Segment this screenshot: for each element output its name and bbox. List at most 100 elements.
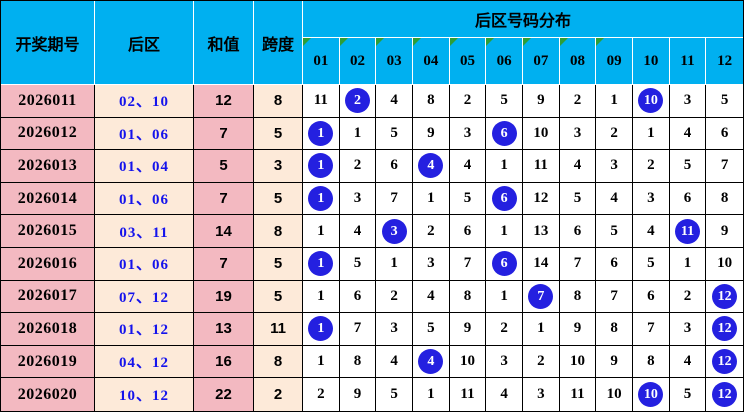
- corner-marker-icon: [559, 38, 568, 46]
- hit-number-circle: 1: [308, 153, 334, 179]
- dist-cell: 9: [706, 215, 743, 248]
- period-cell: 2026019: [1, 345, 95, 379]
- dist-cell-hit: 10: [633, 378, 670, 411]
- dist-cell-hit: 3: [376, 215, 413, 248]
- dist-col-header-label: 10: [643, 52, 659, 69]
- dist-col-header-12: 12: [706, 38, 743, 85]
- dist-cell: 6: [633, 280, 670, 314]
- dist-col-header-label: 06: [496, 52, 512, 69]
- span-cell: 5: [254, 280, 303, 314]
- dist-cell: 1: [303, 280, 340, 314]
- dist-col-header-02: 02: [339, 38, 377, 85]
- dist-cell: 4: [339, 215, 377, 248]
- dist-cell: 6: [669, 182, 707, 216]
- col-header-sum: 和值: [194, 1, 254, 85]
- corner-marker-icon: [303, 38, 311, 46]
- dist-cell: 4: [413, 280, 450, 314]
- hit-number-circle: 12: [712, 382, 738, 408]
- sum-cell: 7: [194, 117, 254, 151]
- dist-cell: 4: [633, 215, 670, 248]
- dist-col-header-label: 04: [423, 52, 439, 69]
- period-cell: 2026017: [1, 280, 95, 314]
- dist-cell: 8: [339, 345, 377, 379]
- dist-cell: 8: [413, 85, 450, 118]
- hit-number-circle: 11: [674, 218, 700, 244]
- dist-cell: 1: [413, 378, 450, 411]
- dist-cell: 9: [339, 378, 377, 411]
- dist-cell: 13: [523, 215, 560, 248]
- dist-cell-hit: 12: [706, 313, 743, 346]
- dist-cell: 2: [376, 280, 413, 314]
- dist-cell-hit: 7: [523, 280, 560, 314]
- dist-cell-hit: 10: [633, 85, 670, 118]
- hit-number-circle: 4: [418, 153, 444, 179]
- period-cell: 2026011: [1, 85, 95, 118]
- dist-cell-hit: 6: [486, 117, 523, 151]
- dist-cell: 2: [486, 313, 523, 346]
- dist-col-header-07: 07: [523, 38, 560, 85]
- sum-cell: 22: [194, 378, 254, 411]
- dist-cell: 3: [339, 182, 377, 216]
- dist-cell-hit: 12: [706, 280, 743, 314]
- dist-cell: 8: [449, 280, 487, 314]
- dist-cell: 1: [523, 313, 560, 346]
- period-cell: 2026013: [1, 150, 95, 183]
- rear-numbers-cell: 02、10: [95, 85, 194, 118]
- dist-cell: 11: [449, 378, 487, 411]
- dist-cell: 5: [669, 378, 707, 411]
- period-cell: 2026016: [1, 247, 95, 281]
- corner-marker-icon: [413, 38, 421, 46]
- dist-cell: 9: [523, 85, 560, 118]
- dist-col-header-label: 03: [386, 52, 402, 69]
- dist-cell-hit: 1: [303, 150, 340, 183]
- dist-col-header-label: 11: [680, 52, 695, 69]
- span-cell: 5: [254, 117, 303, 151]
- dist-cell-hit: 2: [339, 85, 377, 118]
- dist-col-header-label: 09: [606, 52, 622, 69]
- rear-numbers-cell: 10、12: [95, 378, 194, 411]
- dist-section-title: 后区号码分布: [303, 1, 743, 38]
- rear-numbers-cell: 01、06: [95, 247, 194, 281]
- dist-cell: 5: [486, 85, 523, 118]
- dist-cell: 2: [339, 150, 377, 183]
- dist-cell: 1: [413, 182, 450, 216]
- hit-number-circle: 1: [308, 316, 334, 342]
- span-cell: 11: [254, 313, 303, 346]
- dist-cell-hit: 4: [413, 150, 450, 183]
- dist-cell: 9: [596, 345, 633, 379]
- hit-number-circle: 4: [418, 349, 444, 375]
- dist-cell-hit: 1: [303, 182, 340, 216]
- dist-col-header-label: 02: [349, 52, 365, 69]
- dist-cell: 2: [669, 280, 707, 314]
- dist-cell: 5: [376, 117, 413, 151]
- period-cell: 2026014: [1, 182, 95, 216]
- hit-number-circle: 6: [491, 251, 517, 277]
- hit-number-circle: 10: [638, 88, 664, 114]
- dist-cell: 5: [449, 182, 487, 216]
- sum-cell: 12: [194, 85, 254, 118]
- dist-cell-hit: 1: [303, 117, 340, 151]
- dist-cell: 4: [669, 345, 707, 379]
- dist-cell: 3: [486, 345, 523, 379]
- dist-cell: 4: [486, 378, 523, 411]
- hit-number-circle: 1: [308, 251, 334, 277]
- dist-cell: 6: [449, 215, 487, 248]
- rear-numbers-cell: 01、06: [95, 182, 194, 216]
- dist-cell: 14: [523, 247, 560, 281]
- corner-marker-icon: [449, 38, 458, 46]
- dist-cell: 4: [596, 182, 633, 216]
- dist-cell: 5: [339, 247, 377, 281]
- span-cell: 8: [254, 345, 303, 379]
- dist-cell: 8: [706, 182, 743, 216]
- rear-numbers-cell: 04、12: [95, 345, 194, 379]
- dist-cell: 12: [523, 182, 560, 216]
- span-cell: 2: [254, 378, 303, 411]
- dist-cell: 3: [633, 182, 670, 216]
- dist-cell: 4: [376, 85, 413, 118]
- dist-cell-hit: 6: [486, 247, 523, 281]
- dist-col-header-10: 10: [633, 38, 670, 85]
- dist-cell: 5: [669, 150, 707, 183]
- dist-cell-hit: 11: [669, 215, 707, 248]
- period-cell: 2026012: [1, 117, 95, 151]
